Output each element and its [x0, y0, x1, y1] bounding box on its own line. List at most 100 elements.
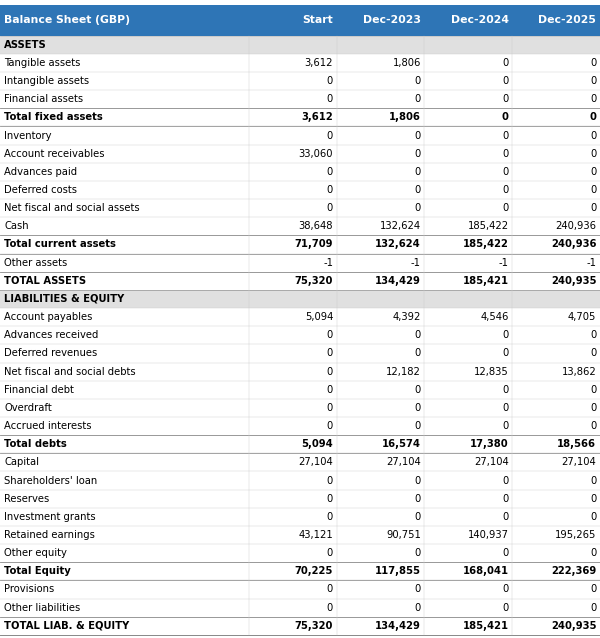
- Bar: [0, 108, 600, 126]
- Text: 0: 0: [502, 494, 509, 503]
- Bar: [0, 235, 600, 253]
- Text: LIABILITIES & EQUITY: LIABILITIES & EQUITY: [4, 294, 124, 304]
- Text: Dec-2024: Dec-2024: [451, 15, 509, 26]
- Text: Cash: Cash: [4, 221, 29, 232]
- Bar: [0, 90, 600, 108]
- Text: 1,806: 1,806: [389, 112, 421, 122]
- Text: 5,094: 5,094: [301, 439, 333, 449]
- Text: 33,060: 33,060: [299, 149, 333, 159]
- Text: Net fiscal and social debts: Net fiscal and social debts: [4, 367, 136, 376]
- Text: 0: 0: [590, 421, 596, 431]
- Text: ASSETS: ASSETS: [4, 40, 47, 50]
- Text: 0: 0: [590, 131, 596, 140]
- Text: Total fixed assets: Total fixed assets: [4, 112, 103, 122]
- Bar: [0, 72, 600, 90]
- Text: 0: 0: [415, 403, 421, 413]
- Text: 0: 0: [590, 494, 596, 503]
- Text: 240,935: 240,935: [551, 621, 596, 631]
- Text: 17,380: 17,380: [470, 439, 509, 449]
- Text: 117,855: 117,855: [375, 567, 421, 576]
- Text: 0: 0: [502, 76, 509, 86]
- Text: Provisions: Provisions: [4, 584, 55, 595]
- Bar: [0, 326, 600, 345]
- Text: 75,320: 75,320: [295, 276, 333, 286]
- Text: Balance Sheet (GBP): Balance Sheet (GBP): [4, 15, 130, 26]
- Text: 0: 0: [327, 185, 333, 195]
- Text: 38,648: 38,648: [299, 221, 333, 232]
- Text: Investment grants: Investment grants: [4, 512, 96, 522]
- Text: 0: 0: [589, 112, 596, 122]
- Bar: [0, 435, 600, 453]
- Text: 0: 0: [415, 185, 421, 195]
- Text: 0: 0: [502, 112, 509, 122]
- Text: 132,624: 132,624: [380, 221, 421, 232]
- Text: Total debts: Total debts: [4, 439, 67, 449]
- Text: 4,392: 4,392: [392, 312, 421, 322]
- Text: 0: 0: [327, 385, 333, 395]
- Bar: [0, 163, 600, 181]
- Text: 0: 0: [327, 203, 333, 213]
- Text: Total Equity: Total Equity: [4, 567, 71, 576]
- Text: 0: 0: [590, 330, 596, 340]
- Text: Intangible assets: Intangible assets: [4, 76, 89, 86]
- Text: 0: 0: [502, 131, 509, 140]
- Text: 240,935: 240,935: [551, 276, 596, 286]
- Text: 3,612: 3,612: [301, 112, 333, 122]
- Text: 134,429: 134,429: [375, 621, 421, 631]
- Bar: [0, 617, 600, 635]
- Text: Advances paid: Advances paid: [4, 167, 77, 177]
- Text: Account receivables: Account receivables: [4, 149, 105, 159]
- Text: 0: 0: [590, 385, 596, 395]
- Text: 0: 0: [415, 385, 421, 395]
- Text: 0: 0: [502, 475, 509, 486]
- Text: Account payables: Account payables: [4, 312, 92, 322]
- Text: 0: 0: [327, 94, 333, 104]
- Text: 132,624: 132,624: [375, 239, 421, 249]
- Text: 0: 0: [590, 602, 596, 612]
- Text: 0: 0: [502, 548, 509, 558]
- Bar: [0, 399, 600, 417]
- Text: 0: 0: [415, 94, 421, 104]
- Text: -1: -1: [411, 258, 421, 268]
- Text: 0: 0: [502, 330, 509, 340]
- Text: TOTAL LIAB. & EQUITY: TOTAL LIAB. & EQUITY: [4, 621, 130, 631]
- Text: 0: 0: [502, 584, 509, 595]
- Text: 27,104: 27,104: [562, 457, 596, 468]
- Text: 12,835: 12,835: [474, 367, 509, 376]
- Bar: [0, 308, 600, 326]
- Text: 70,225: 70,225: [295, 567, 333, 576]
- Text: 134,429: 134,429: [375, 276, 421, 286]
- Bar: [0, 345, 600, 362]
- Text: 0: 0: [327, 512, 333, 522]
- Bar: [0, 218, 600, 235]
- Text: 0: 0: [327, 167, 333, 177]
- Text: 1,806: 1,806: [392, 58, 421, 68]
- Text: 0: 0: [590, 94, 596, 104]
- Text: 0: 0: [415, 203, 421, 213]
- Text: 0: 0: [590, 403, 596, 413]
- Text: -1: -1: [586, 258, 596, 268]
- Text: 0: 0: [590, 167, 596, 177]
- Bar: [0, 5, 600, 36]
- Text: 0: 0: [590, 475, 596, 486]
- Text: Retained earnings: Retained earnings: [4, 530, 95, 540]
- Text: 71,709: 71,709: [295, 239, 333, 249]
- Text: 0: 0: [415, 494, 421, 503]
- Text: 168,041: 168,041: [463, 567, 509, 576]
- Text: -1: -1: [499, 258, 509, 268]
- Text: Reserves: Reserves: [4, 494, 49, 503]
- Text: TOTAL ASSETS: TOTAL ASSETS: [4, 276, 86, 286]
- Text: 0: 0: [502, 58, 509, 68]
- Text: 0: 0: [590, 58, 596, 68]
- Text: 12,182: 12,182: [386, 367, 421, 376]
- Text: 240,936: 240,936: [555, 221, 596, 232]
- Bar: [0, 526, 600, 544]
- Bar: [0, 253, 600, 272]
- Text: 0: 0: [327, 548, 333, 558]
- Text: 0: 0: [415, 76, 421, 86]
- Bar: [0, 544, 600, 562]
- Text: 43,121: 43,121: [298, 530, 333, 540]
- Text: 4,705: 4,705: [568, 312, 596, 322]
- Text: 4,546: 4,546: [480, 312, 509, 322]
- Text: 240,936: 240,936: [551, 239, 596, 249]
